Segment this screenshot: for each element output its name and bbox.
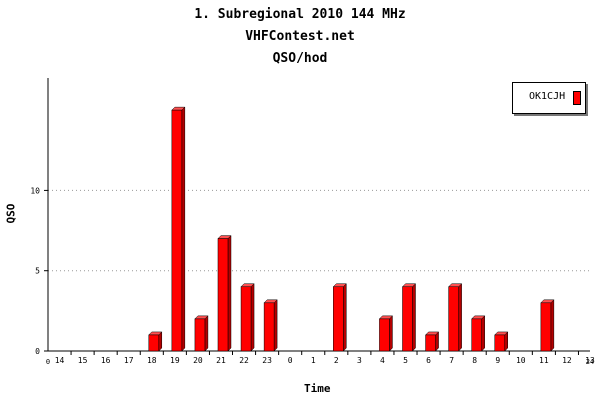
x-tick-label: 16 (101, 356, 111, 365)
x-tick-label: 0 (288, 356, 293, 365)
bar-side (389, 315, 393, 352)
bar (471, 318, 482, 352)
bar (540, 302, 552, 352)
bar (263, 302, 275, 352)
y-tick-label: 10 (30, 186, 40, 195)
x-tick-label: 19 (170, 356, 180, 365)
x-tick-label: 22 (239, 356, 249, 365)
chart-subtitle: VHFContest.net (245, 29, 355, 44)
x-tick-label: 15 (78, 356, 88, 365)
x-tick-label: 6 (426, 356, 431, 365)
bar-side (343, 283, 347, 352)
bar-side (481, 315, 485, 352)
x-tick-label: 5 (403, 356, 408, 365)
x-tick-label: 20 (193, 356, 203, 365)
bar (402, 286, 413, 352)
x-tick-label: 10 (516, 356, 526, 365)
x-tick-label: 17 (124, 356, 134, 365)
chart-subtitle-2: QSO/hod (272, 51, 328, 66)
bar (240, 286, 252, 352)
bar (425, 334, 436, 352)
legend: OK1CJH (512, 82, 586, 114)
x-tick-label: 2 (334, 356, 339, 365)
x-tick-label: 4 (380, 356, 385, 365)
chart-title: 1. Subregional 2010 144 MHz (194, 7, 406, 22)
x-tick-label: 1 (311, 356, 316, 365)
bar (448, 286, 459, 352)
bar-side (204, 315, 209, 352)
x-tick-label: 8 (472, 356, 477, 365)
bar (494, 334, 505, 352)
x-axis-title: Time (304, 382, 331, 395)
x-tick-label: 23 (262, 356, 272, 365)
bar (333, 286, 344, 352)
x-tick-label: 9 (495, 356, 500, 365)
x-axis-end-label: 24 (586, 358, 594, 366)
bar (171, 109, 183, 352)
bar-side (412, 283, 416, 352)
x-tick-label: 18 (147, 356, 157, 365)
bar (148, 334, 160, 352)
bar-side (273, 299, 278, 352)
bar-side (458, 283, 462, 352)
bar (194, 318, 206, 352)
bar-side (250, 283, 255, 352)
y-tick-label: 5 (35, 267, 40, 276)
bar-side (550, 299, 555, 352)
x-tick-label: 13 (585, 356, 595, 365)
bar (379, 318, 390, 352)
x-tick-label: 11 (539, 356, 549, 365)
x-tick-label: 3 (357, 356, 362, 365)
x-tick-label: 21 (216, 356, 226, 365)
y-tick-label: 0 (35, 347, 40, 356)
x-tick-label: 12 (562, 356, 572, 365)
bar-side (227, 234, 232, 352)
legend-swatch (573, 91, 581, 105)
legend-label: OK1CJH (529, 91, 566, 102)
x-tick-label: 14 (55, 356, 65, 365)
bar (217, 238, 229, 352)
x-axis-start-label: 0 (46, 358, 50, 366)
x-tick-label: 7 (449, 356, 454, 365)
bar-side (181, 106, 186, 352)
y-axis-title: QSO (4, 203, 18, 224)
